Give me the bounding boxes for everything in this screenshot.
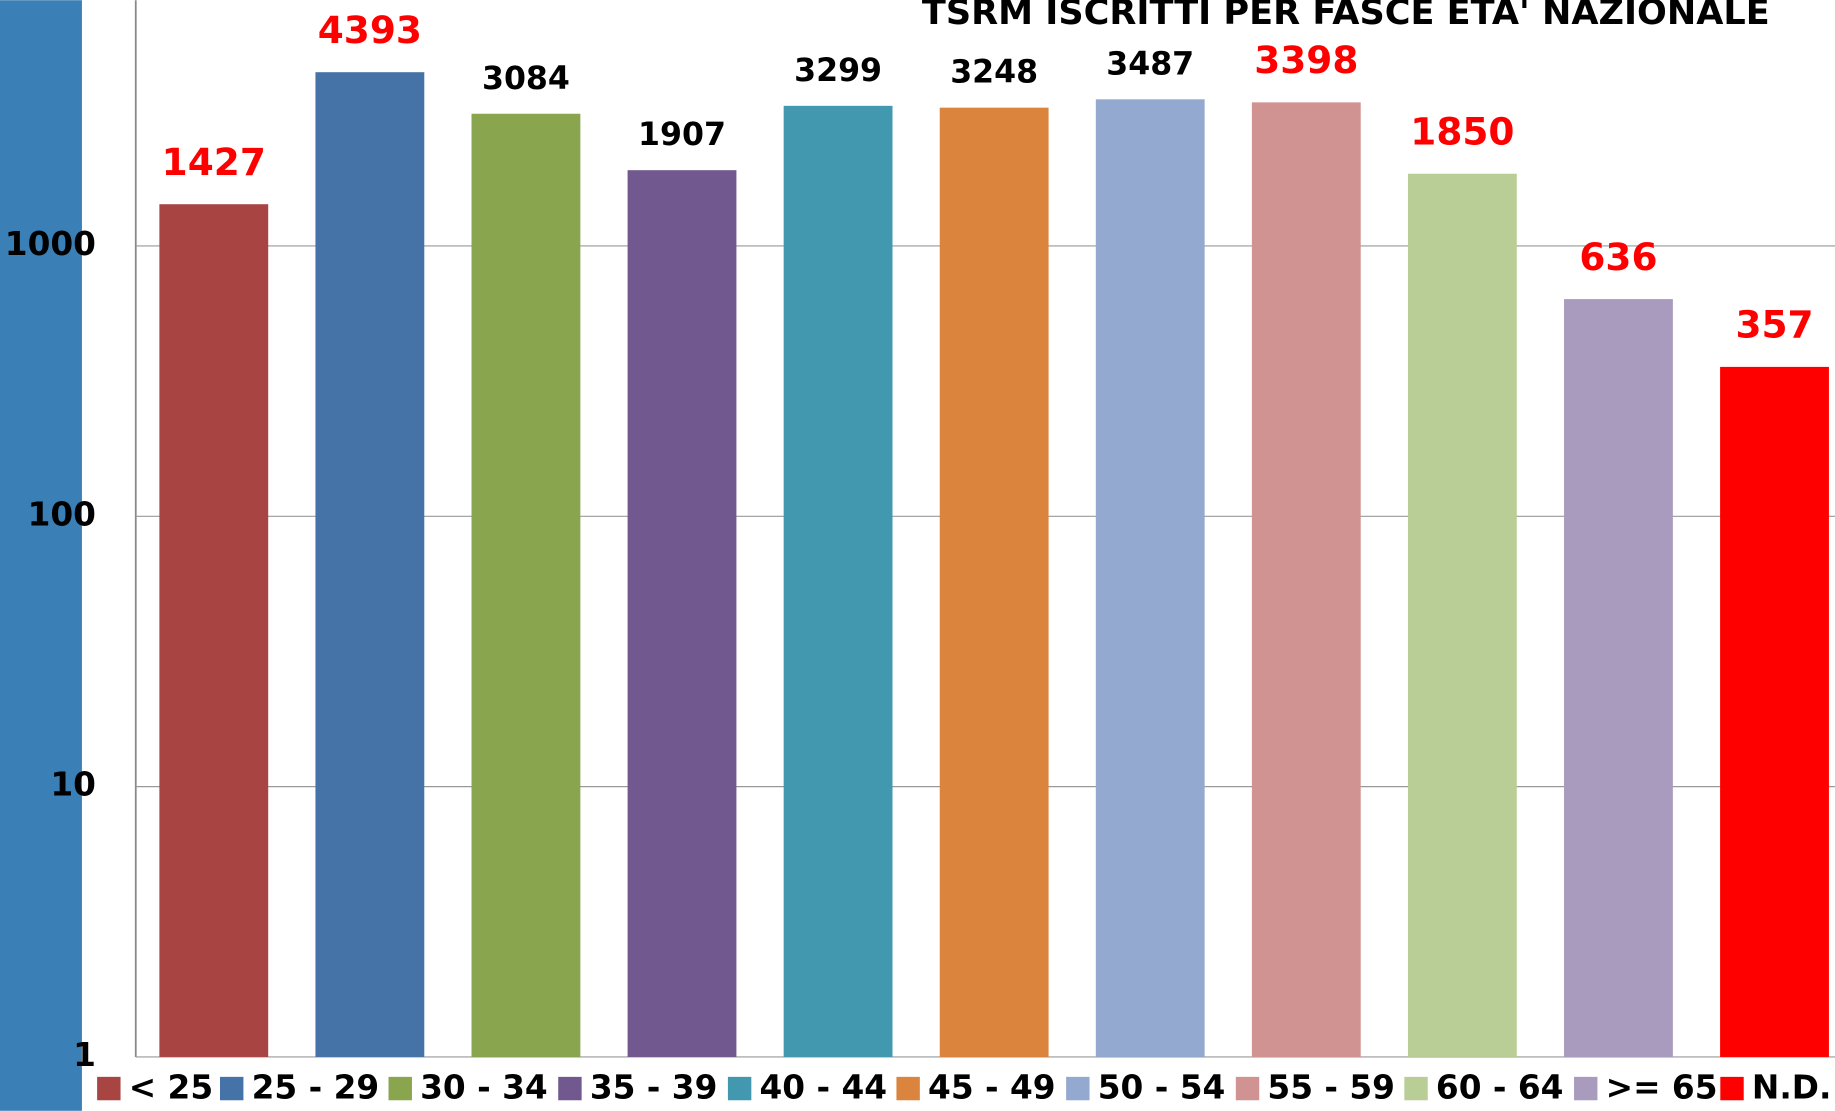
legend-swatch <box>1066 1076 1090 1101</box>
bar <box>1095 99 1205 1057</box>
data-label: 3084 <box>482 61 570 97</box>
legend-label: N.D. <box>1752 1069 1831 1107</box>
bar <box>1564 299 1673 1057</box>
legend-label: 50 - 54 <box>1098 1069 1226 1107</box>
legend-swatch <box>1720 1076 1744 1101</box>
data-label: 3299 <box>794 53 882 89</box>
legend-swatch <box>1404 1076 1428 1101</box>
side-band <box>0 0 82 1111</box>
data-label: 1427 <box>162 140 266 184</box>
legend-swatch <box>388 1076 412 1101</box>
legend-label: 35 - 39 <box>590 1069 718 1107</box>
legend-label: 40 - 44 <box>760 1069 888 1107</box>
legend-swatch <box>1574 1076 1598 1101</box>
y-tick-label: 100 <box>28 495 96 533</box>
y-tick-label: 1000 <box>5 225 96 263</box>
data-label: 357 <box>1735 303 1813 347</box>
legend-label: 25 - 29 <box>252 1069 380 1107</box>
bar <box>159 204 269 1057</box>
legend-label: < 25 <box>129 1069 213 1107</box>
legend-swatch <box>558 1076 582 1101</box>
legend-swatch <box>220 1076 244 1101</box>
data-label: 1850 <box>1410 109 1514 153</box>
legend-swatch <box>727 1076 752 1101</box>
y-tick-label: 1 <box>73 1036 96 1074</box>
legend-label: >= 65 <box>1606 1069 1718 1107</box>
legend-label: 45 - 49 <box>928 1069 1056 1107</box>
legend-label: 30 - 34 <box>420 1069 548 1107</box>
bar <box>783 105 893 1057</box>
legend-swatch <box>1235 1076 1260 1101</box>
chart-title: TSRM ISCRITTI PER FASCE ETA' NAZIONALE <box>922 0 1770 33</box>
bar <box>315 72 425 1057</box>
data-label: 4393 <box>318 8 422 52</box>
y-tick-label: 10 <box>50 766 96 804</box>
legend-swatch <box>896 1076 920 1101</box>
bar <box>939 107 1049 1057</box>
data-label: 1907 <box>638 117 726 153</box>
bar <box>1720 366 1829 1057</box>
data-label: 636 <box>1579 235 1657 279</box>
legend-swatch <box>97 1076 121 1101</box>
legend-label: 60 - 64 <box>1436 1069 1564 1107</box>
bar <box>1407 173 1517 1057</box>
data-label: 3398 <box>1254 38 1358 82</box>
bar <box>627 170 737 1057</box>
bar <box>1251 102 1361 1057</box>
bar <box>471 113 581 1057</box>
data-label: 3248 <box>950 55 1038 91</box>
data-label: 3487 <box>1106 46 1194 82</box>
legend-label: 55 - 59 <box>1267 1069 1395 1107</box>
